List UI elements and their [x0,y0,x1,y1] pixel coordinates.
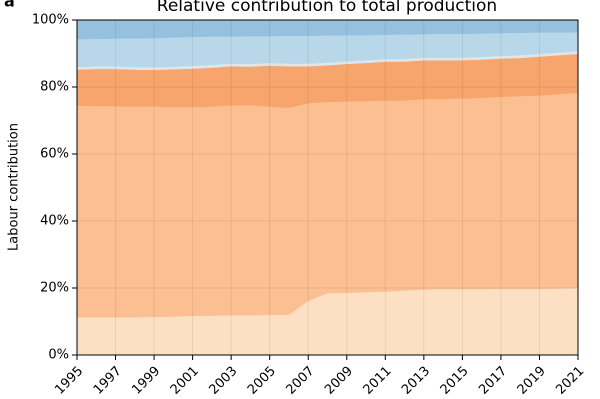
y-axis-label: Labour contribution [7,123,22,251]
x-tick-label: 2017 [476,364,510,398]
x-tick-label: 1995 [52,364,86,398]
x-tick-label: 2009 [322,364,356,398]
area [76,92,579,318]
y-tick-label: 0% [48,348,69,363]
chart-title: Relative contribution to total productio… [157,0,497,16]
y-tick-label: 80% [40,80,69,95]
x-tick-label: 2007 [284,364,318,398]
x-tick-label: 2001 [168,364,202,398]
x-tick-label: 1999 [129,364,163,398]
x-tick-label: 1997 [91,364,125,398]
panel-label: a [4,0,15,11]
x-tick-label: 2021 [553,364,587,398]
y-tick-label: 100% [32,13,69,28]
x-tick-label: 2003 [206,364,240,398]
x-tick-label: 2013 [399,364,433,398]
y-tick-label: 60% [40,147,69,162]
x-tick-label: 2005 [245,364,279,398]
x-tick-label: 2011 [361,364,395,398]
y-tick-label: 20% [40,281,69,296]
plot-frame [76,19,579,356]
x-tick-label: 2019 [515,364,549,398]
y-tick-label: 40% [40,214,69,229]
x-tick-label: 2015 [438,364,472,398]
